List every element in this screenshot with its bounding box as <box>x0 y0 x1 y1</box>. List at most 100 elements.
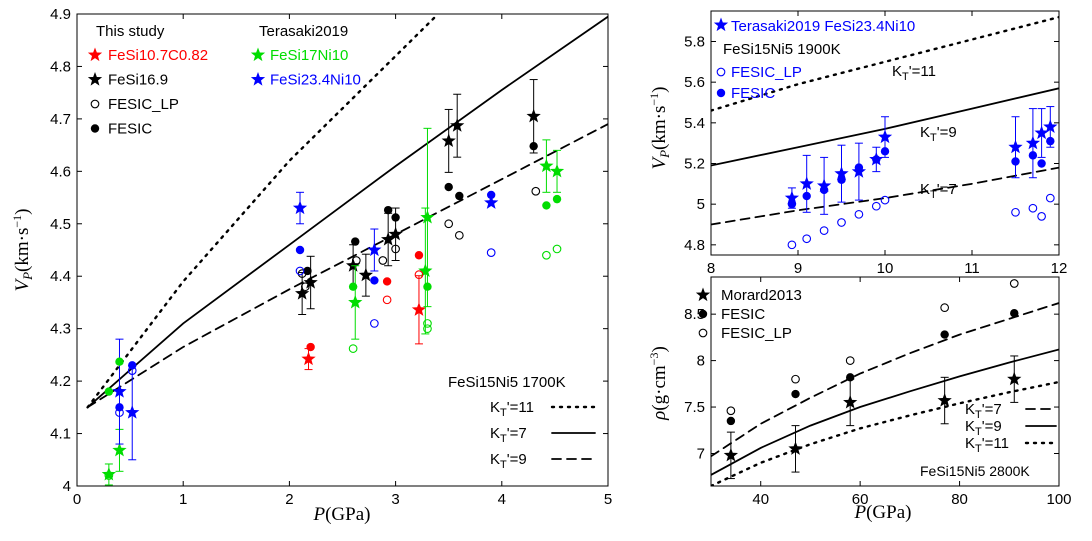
data-point <box>450 118 465 132</box>
y-tick-label: 4.6 <box>50 163 71 180</box>
curve-label: KT'=7 <box>490 425 527 445</box>
x-tick-label: 3 <box>391 491 399 508</box>
legend-marker <box>250 72 266 86</box>
curve-label: KT'=11 <box>965 435 1009 455</box>
x-axis-label: P(GPa) <box>854 502 912 523</box>
curves <box>711 302 1059 486</box>
legend-entry: FeSi23.4Ni10 <box>270 72 361 89</box>
data-point <box>799 176 814 190</box>
data-point <box>382 295 392 305</box>
data-point <box>295 266 305 276</box>
data-point <box>295 245 305 255</box>
data-point <box>484 195 499 209</box>
data-point <box>787 240 797 250</box>
curve-line <box>86 14 440 409</box>
data-point <box>940 303 950 313</box>
y-axis-label: VP(km·s−1) <box>10 209 35 292</box>
x-tick-label: 2 <box>285 491 293 508</box>
data-point <box>115 357 124 366</box>
data-point <box>378 256 388 265</box>
data-point <box>542 250 551 260</box>
legend-entry: FeSi17Ni10 <box>270 47 348 64</box>
data-point <box>880 195 890 205</box>
data-point <box>819 226 829 235</box>
data-point <box>423 324 432 334</box>
data-point <box>127 366 137 375</box>
data-point <box>787 199 797 209</box>
data-point <box>391 213 400 222</box>
curve-line <box>711 348 1059 476</box>
legend-entry: Terasaki2019 FeSi23.4Ni10 <box>731 18 915 35</box>
data-point <box>726 416 736 426</box>
y-tick-label: 4.7 <box>50 111 71 128</box>
legend: Morard2013 FESIC FESIC_LP KT'=7KT'=9KT'=11 F… <box>695 287 1058 479</box>
y-tick-label: 5 <box>697 196 705 213</box>
x-tick-label: 9 <box>794 260 802 277</box>
x-tick-label: 80 <box>951 491 968 508</box>
data-point <box>529 141 538 151</box>
data-point <box>802 191 811 201</box>
curves <box>86 14 608 409</box>
data-point <box>526 108 541 123</box>
data-point <box>486 248 496 257</box>
data-point <box>306 342 315 352</box>
legend-marker <box>695 287 711 302</box>
legend-entry: FESIC <box>731 85 775 102</box>
data-point <box>455 191 464 201</box>
curve-label: KT'=11 <box>892 63 936 83</box>
data-point <box>791 389 800 399</box>
x-tick-label: 4 <box>498 491 506 508</box>
curve-line <box>86 123 608 409</box>
legend-marker <box>250 47 266 62</box>
data-point <box>348 344 358 353</box>
data-point <box>1010 309 1019 318</box>
data-point <box>1008 139 1023 154</box>
legend-marker <box>716 67 726 77</box>
data-point <box>877 129 893 144</box>
data-point <box>1046 136 1055 146</box>
curve-label: KT'=9 <box>920 124 957 144</box>
data-point <box>531 186 541 196</box>
data-point <box>1034 125 1049 140</box>
y-tick-label: 7 <box>697 445 705 462</box>
data-point <box>423 282 432 291</box>
data-point <box>1028 203 1038 213</box>
data-point <box>1028 151 1038 160</box>
legend-entry: FESIC_LP <box>108 96 179 113</box>
data-point <box>367 242 382 257</box>
curve-label: KT'=9 <box>965 418 1002 438</box>
y-tick-label: 4.3 <box>50 321 71 338</box>
x-tick-label: 100 <box>1046 491 1071 508</box>
legend-entry: FeSi10.7C0.82 <box>108 47 208 64</box>
data-point <box>358 267 373 282</box>
x-tick-label: 10 <box>877 260 894 277</box>
data-point <box>301 351 316 366</box>
data-point <box>303 266 312 276</box>
data-point <box>454 230 464 240</box>
x-tick-label: 40 <box>752 491 769 508</box>
legend-entry: FESIC <box>108 121 152 138</box>
data-point <box>423 319 432 328</box>
data-point <box>1011 207 1020 217</box>
curve-label: KT'=7 <box>920 181 957 201</box>
legend: Terasaki2019 FeSi23.4Ni10 FeSi15Ni5 1900K… <box>713 17 957 201</box>
legend-title: FeSi15Ni5 1900K <box>723 41 841 58</box>
legend-marker <box>87 72 103 86</box>
data-point <box>104 471 114 480</box>
data-point <box>542 201 551 210</box>
y-tick-label: 4.4 <box>50 268 71 285</box>
data-point <box>837 175 846 184</box>
curve-line <box>711 302 1059 458</box>
panel-B: 8 9 10 11 12 4.8 5 5.2 5.4 5.6 5.8 VP(km·s−1) Terasa… <box>647 10 1067 277</box>
data-point <box>411 302 427 316</box>
data-point <box>295 286 310 300</box>
data-point <box>784 190 800 205</box>
plot-frame <box>710 276 1060 487</box>
data-point <box>1045 193 1055 203</box>
legend-entry: FeSi16.9 <box>108 72 168 89</box>
data-point <box>112 442 127 457</box>
data-point <box>351 256 361 265</box>
data-point <box>843 394 858 409</box>
x-tick-label: 60 <box>852 491 869 508</box>
data-point <box>420 209 435 224</box>
